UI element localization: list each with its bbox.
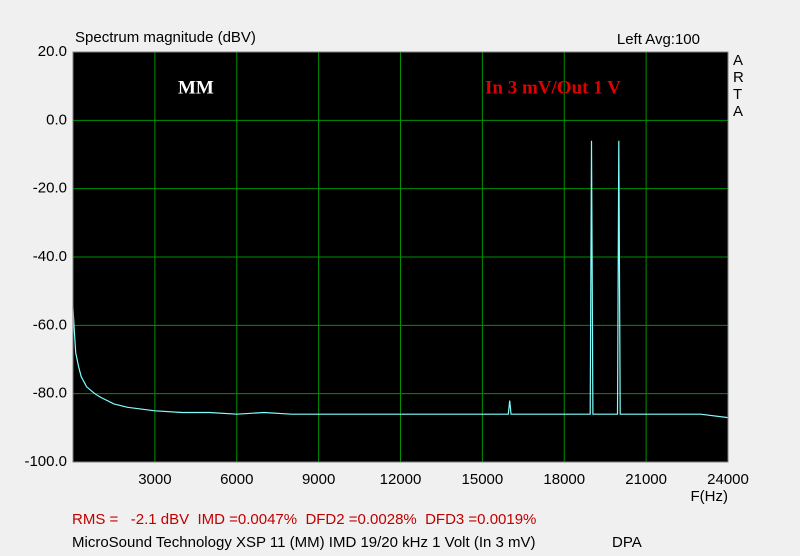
y-tick-label: 20.0: [38, 43, 67, 60]
x-tick-label: 9000: [302, 471, 335, 488]
channel-label: Left Avg:100: [617, 31, 700, 48]
y-tick-label: -80.0: [33, 385, 67, 402]
footer-tag: DPA: [612, 534, 642, 551]
y-tick-label: -60.0: [33, 316, 67, 333]
y-tick-label: 0.0: [46, 111, 67, 128]
x-tick-label: 6000: [220, 471, 253, 488]
footer-caption: MicroSound Technology XSP 11 (MM) IMD 19…: [72, 534, 536, 551]
x-tick-label: 12000: [380, 471, 422, 488]
x-axis-label: F(Hz): [691, 488, 729, 505]
x-tick-label: 18000: [543, 471, 585, 488]
y-tick-label: -100.0: [24, 453, 67, 470]
footer-stats: RMS = -2.1 dBV IMD =0.0047% DFD2 =0.0028…: [72, 511, 536, 528]
spectrum-line: [72, 140, 729, 419]
annotation: MM: [178, 77, 214, 98]
y-tick-label: -40.0: [33, 248, 67, 265]
x-tick-label: 24000: [707, 471, 749, 488]
side-label: ARTA: [733, 52, 744, 120]
x-tick-label: 15000: [462, 471, 504, 488]
chart-title: Spectrum magnitude (dBV): [75, 29, 256, 46]
x-tick-label: 3000: [138, 471, 171, 488]
plot-frame: [72, 51, 729, 463]
x-tick-label: 21000: [625, 471, 667, 488]
annotation: In 3 mV/Out 1 V: [485, 77, 621, 98]
y-tick-label: -20.0: [33, 180, 67, 197]
